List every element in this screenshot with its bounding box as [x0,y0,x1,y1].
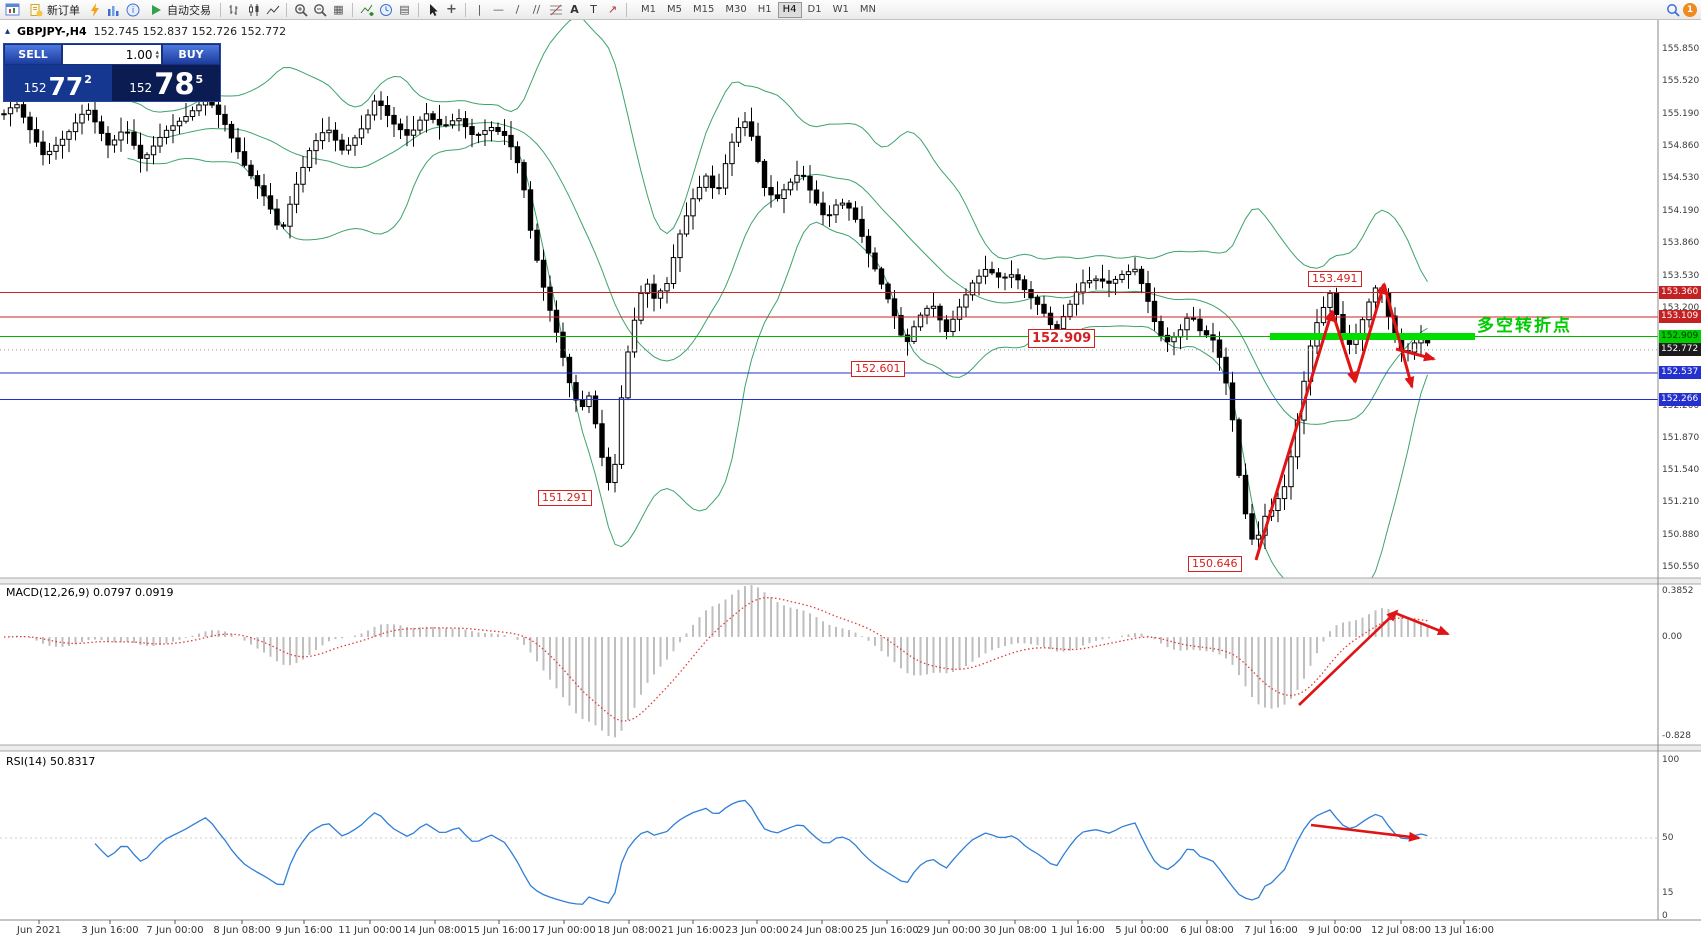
timeframe-h1[interactable]: H1 [757,4,772,15]
rsi-line [94,799,1428,905]
volume-down-arrow[interactable]: ▾ [155,52,159,61]
volume-field[interactable]: 1.00 ▴ ▾ [62,44,162,65]
symbol-timeframe-label: GBPJPY-,H4 [17,25,87,38]
timeframe-m30[interactable]: M30 [725,4,747,15]
trendline-tool-icon[interactable]: / [515,3,520,16]
new-order-button[interactable]: 新订单 [23,1,84,18]
timeframe-mn[interactable]: MN [859,4,876,15]
toolbar: 新订单 i 自动交易 ▦ ▤ + | — / // A T ↗ M1 M5 M15 M… [0,0,1701,20]
volume-value: 1.00 [125,47,153,62]
indicators-icon[interactable] [358,2,375,18]
notification-badge[interactable]: 1 [1683,2,1697,17]
svg-text:i: i [131,6,134,16]
sell-price-main: 77 [48,72,84,101]
ohlc-values: 152.745 152.837 152.726 152.772 [93,25,287,38]
timeframe-m15[interactable]: M15 [693,4,715,15]
one-click-trading-panel: SELL 1.00 ▴ ▾ BUY 152 77 2 152 78 5 [3,43,221,102]
autotrading-label: 自动交易 [167,3,211,17]
macd-signal-line [3,597,1428,722]
buy-price[interactable]: 152 78 5 [112,65,220,101]
zoom-out-icon[interactable] [311,2,328,18]
chart-header: ▴ GBPJPY-,H4 152.745 152.837 152.726 152… [5,25,286,38]
channel-tool-icon[interactable]: // [532,3,541,16]
zoom-in-icon[interactable] [292,2,309,18]
candlestick-mode-icon[interactable] [245,2,262,18]
timeframe-group: M1 M5 M15 M30 H1 H4 D1 W1 MN [636,1,881,18]
macd-arrow[interactable] [1394,611,1450,636]
crosshair-icon[interactable]: + [446,2,457,17]
market-watch-icon[interactable] [105,2,122,18]
toolbar-separator [465,2,466,17]
new-chart-icon[interactable] [4,2,21,18]
timeframe-w1[interactable]: W1 [832,4,849,15]
timeframe-m1[interactable]: M1 [641,4,656,15]
autotrading-button[interactable]: 自动交易 [143,1,215,18]
bollinger-lower [127,140,1428,578]
one-click-collapse-arrow[interactable]: ▴ [5,26,11,37]
candles [1,90,1431,549]
text-tool-icon[interactable]: A [570,3,579,16]
new-order-icon [27,2,44,18]
bollinger-bands [127,20,1428,578]
rsi-arrow[interactable] [1310,823,1421,842]
line-chart-mode-icon[interactable] [264,2,281,18]
arrows-tool-icon[interactable]: ↗ [607,3,618,16]
new-order-label: 新订单 [47,3,80,17]
toolbar-separator [286,2,287,17]
sell-price[interactable]: 152 77 2 [4,65,113,101]
rsi-plot [0,799,1658,905]
cursor-icon[interactable] [424,2,441,18]
autotrading-play-icon [147,2,164,18]
level-lines[interactable] [0,291,1658,400]
fibonacci-tool-icon[interactable] [547,2,564,18]
panel-separators [0,20,1701,924]
volume-up-arrow[interactable]: ▴ [155,47,159,56]
horizontal-line-tool-icon[interactable]: — [493,3,504,16]
macd-arrow[interactable] [1298,609,1399,706]
toolbar-separator [352,2,353,17]
data-window-icon[interactable]: i [124,2,141,18]
timeframe-h4[interactable]: H4 [777,1,802,18]
buy-price-main: 78 [154,67,195,101]
period-icon[interactable] [377,2,394,18]
label-tool-icon[interactable]: T [590,3,597,16]
trend-arrows[interactable] [1254,282,1436,561]
bollinger-upper [127,20,1428,283]
timeframe-d1[interactable]: D1 [807,4,822,15]
vertical-line-tool-icon[interactable]: | [477,3,482,16]
templates-icon[interactable]: ▤ [399,3,410,16]
buy-button[interactable]: BUY [162,44,220,65]
sell-price-prefix: 152 [23,81,47,95]
sell-button[interactable]: SELL [4,44,62,65]
buy-price-sup: 5 [195,73,204,86]
search-icon[interactable] [1664,2,1681,18]
tile-windows-icon[interactable]: ▦ [333,3,344,16]
buy-price-prefix: 152 [129,81,153,95]
toolbar-separator [626,2,627,17]
bar-chart-mode-icon[interactable] [226,2,243,18]
toolbar-separator [220,2,221,17]
toolbar-separator [418,2,419,17]
timeframe-m5[interactable]: M5 [667,4,682,15]
sell-price-sup: 2 [84,73,92,86]
macd-plot [3,585,1429,738]
quick-trade-icon[interactable] [86,2,103,18]
